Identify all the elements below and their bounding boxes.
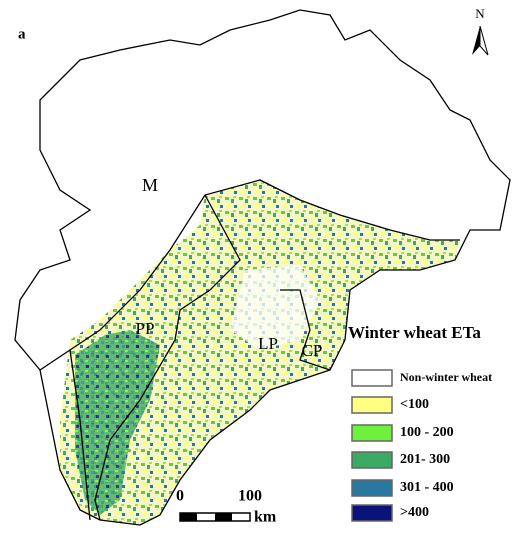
legend-label: Non-winter wheat — [400, 370, 492, 384]
legend-swatch — [351, 369, 393, 387]
panel-label: a — [18, 26, 26, 42]
scale-bar — [215, 513, 232, 521]
legend-swatch — [351, 424, 393, 442]
legend-swatch — [351, 479, 393, 497]
legend-label: 201- 300 — [400, 452, 450, 467]
north-label: N — [475, 6, 485, 21]
wheat-dense — [75, 330, 160, 515]
region-border — [39, 179, 460, 371]
legend-swatch — [351, 504, 393, 522]
region-border — [69, 349, 91, 521]
north-arrow — [479, 25, 489, 56]
scale-end: 100 — [238, 488, 262, 505]
region-label: M — [142, 175, 158, 195]
lp-sparse — [230, 265, 320, 350]
study-area-border — [14, 9, 511, 526]
region-border — [94, 194, 241, 521]
region-label: PP — [136, 319, 155, 338]
legend: Non-winter wheat <100 100 - 200 201- 300 301… — [351, 369, 492, 522]
legend-label: <100 — [400, 397, 429, 412]
legend-label: 301 - 400 — [400, 480, 454, 495]
legend-swatch — [351, 451, 393, 469]
scale-unit: km — [254, 509, 277, 526]
scale-start: 0 — [176, 488, 184, 505]
region-label: LP — [258, 334, 278, 353]
legend-swatch — [351, 396, 393, 414]
north-arrow — [472, 26, 480, 55]
region-border — [280, 289, 331, 371]
legend-label: 100 - 200 — [400, 425, 454, 440]
legend-label: >400 — [400, 505, 429, 520]
region-label: CP — [302, 341, 323, 360]
legend-title: Winter wheat ETa — [348, 323, 481, 342]
wheat-area — [60, 180, 460, 525]
scale-bar — [180, 513, 197, 521]
